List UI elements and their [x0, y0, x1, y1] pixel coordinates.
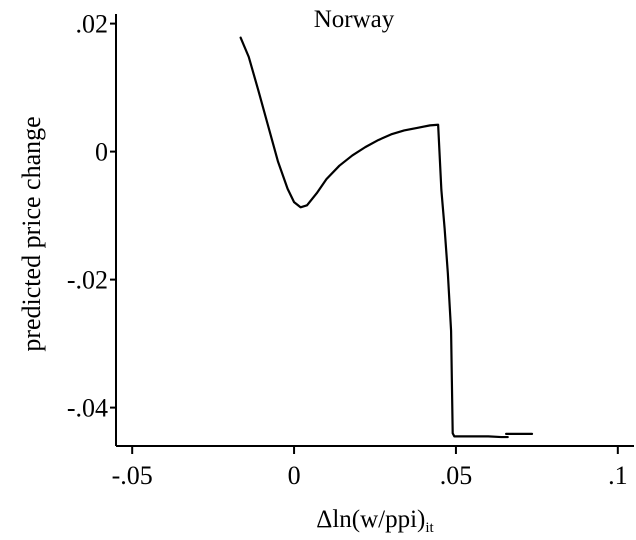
x-tick-label: -.05	[112, 461, 153, 490]
y-tick-label: .02	[76, 10, 109, 39]
y-axis-ticks: .02 0 -.02 -.04	[67, 10, 116, 423]
x-tick-label: .05	[440, 461, 473, 490]
x-axis-label-subscript: it	[425, 520, 434, 536]
x-axis-label-main: Δln(w/ppi)	[316, 506, 425, 533]
y-tick-label: 0	[95, 138, 108, 167]
x-tick-label: .1	[608, 461, 628, 490]
y-tick-label: -.02	[67, 266, 108, 295]
x-axis-label: Δln(w/ppi)it	[316, 506, 434, 536]
y-axis-label: predicted price change	[17, 116, 46, 351]
chart-title: Norway	[314, 6, 395, 33]
y-tick-label: -.04	[67, 394, 108, 423]
series-line-1	[239, 36, 509, 439]
series-group	[239, 36, 534, 439]
x-axis-ticks: -.05 0 .05 .1	[112, 446, 628, 490]
x-tick-label: 0	[288, 461, 301, 490]
